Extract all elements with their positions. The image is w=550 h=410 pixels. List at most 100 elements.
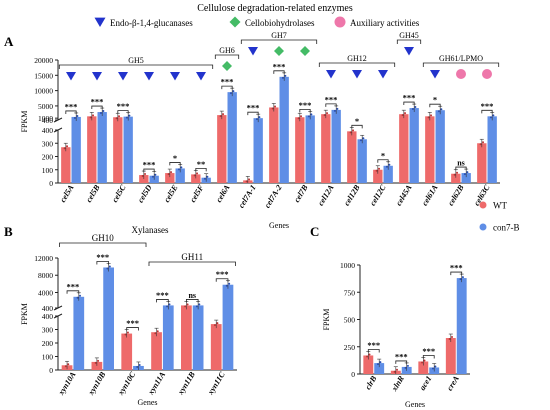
replicate-dot: [196, 172, 199, 175]
significance-label: ***: [403, 93, 416, 103]
group-bracket: [214, 54, 240, 59]
bar-wt-xyn10B: [91, 361, 103, 370]
bar-con7b-cel63C: [487, 116, 497, 183]
y-tick-label: 400: [42, 116, 54, 125]
replicate-dot: [106, 267, 109, 270]
bar-con7b-cel12C: [383, 165, 393, 183]
replicate-dot: [459, 278, 462, 281]
replicate-dot: [377, 363, 379, 366]
legend-marker-triangle-down: [94, 17, 106, 27]
y-tick-label: 400: [42, 304, 54, 313]
bar-wt-cel5A: [61, 147, 71, 183]
bar-wt-cel5E: [165, 173, 175, 183]
replicate-dot: [92, 114, 95, 117]
category-label: cel7B: [292, 183, 310, 204]
replicate-dot: [352, 129, 355, 132]
replicate-dot: [375, 169, 378, 172]
group-label: GH61/LPMO: [439, 54, 483, 63]
significance-label: ***: [91, 97, 104, 107]
replicate-dot: [177, 168, 180, 171]
bar-wt-cel12C: [373, 169, 383, 183]
bar-wt-ace1: [418, 361, 429, 374]
replicate-dot: [456, 171, 459, 174]
replicate-dot: [245, 180, 248, 183]
replicate-dot: [228, 282, 231, 285]
replicate-dot: [466, 171, 469, 174]
y-tick-label: 300: [42, 326, 54, 335]
replicate-dot: [167, 173, 170, 176]
replicate-dot: [448, 338, 451, 341]
gene-marker: [482, 69, 492, 79]
category-label: cel7A-1: [237, 183, 258, 209]
replicate-dot: [144, 173, 147, 176]
bar-wt-cel5F: [191, 174, 201, 183]
replicate-dot: [440, 108, 443, 111]
category-label: creA: [445, 374, 461, 393]
y-tick-label: 5000: [38, 102, 53, 111]
replicate-dot: [349, 131, 352, 134]
gene-marker: [300, 46, 310, 56]
replicate-dot: [125, 116, 128, 119]
bar-wt-cel63C: [477, 143, 487, 183]
significance-bracket: [429, 103, 441, 108]
replicate-dot: [492, 114, 495, 117]
panel-label-a: A: [4, 34, 14, 49]
significance-label: **: [197, 159, 206, 169]
replicate-dot: [168, 303, 171, 306]
replicate-dot: [216, 322, 219, 325]
significance-label: ***: [156, 290, 169, 300]
series-legend-marker: [479, 223, 487, 231]
bar-con7b-creA: [456, 278, 467, 374]
bar-wt-cel7A-2: [269, 107, 279, 183]
significance-label: ***: [96, 252, 109, 262]
significance-label: ***: [65, 101, 78, 111]
replicate-dot: [170, 171, 173, 174]
bar-con7b-cel61A: [435, 110, 445, 183]
group-label: GH5: [128, 56, 144, 65]
bar-wt-cel5C: [113, 117, 123, 183]
replicate-dot: [423, 359, 426, 362]
category-label: cel5B: [84, 183, 102, 204]
y-tick-label: 0: [49, 366, 53, 375]
replicate-dot: [281, 76, 284, 79]
significance-label: ***: [299, 100, 312, 110]
significance-label: ns: [188, 291, 196, 300]
significance-label: ***: [273, 61, 286, 71]
bar-con7b-cel12B: [357, 139, 367, 183]
group-bracket: [396, 39, 422, 44]
replicate-dot: [404, 112, 407, 115]
y-tick-label: 400: [42, 312, 54, 321]
x-axis-label: Genes: [405, 400, 425, 409]
replicate-dot: [489, 116, 492, 119]
replicate-dot: [154, 332, 157, 335]
significance-bracket: [117, 110, 129, 114]
gene-marker: [248, 47, 258, 56]
significance-bracket: [66, 290, 80, 294]
bar-con7b-cel5C: [123, 116, 133, 183]
significance-label: ***: [481, 101, 494, 111]
category-label: cel12B: [342, 183, 362, 208]
gene-marker: [456, 69, 466, 79]
category-label: cel12C: [368, 183, 388, 208]
replicate-dot: [124, 333, 127, 336]
bar-wt-xyn10C: [121, 333, 133, 370]
series-legend-label: WT: [493, 201, 507, 211]
category-label: cel5D: [136, 183, 154, 204]
group-bracket: [422, 62, 500, 67]
significance-bracket: [91, 105, 103, 110]
category-label: cel7A-2: [263, 183, 284, 209]
significance-bracket: [403, 101, 415, 106]
replicate-dot: [427, 116, 430, 119]
category-label: cel45A: [394, 183, 414, 208]
replicate-dot: [248, 178, 251, 181]
category-label: ace1: [418, 374, 434, 392]
bar-con7b-cel6A: [227, 92, 237, 183]
replicate-dot: [156, 330, 159, 333]
significance-label: ***: [117, 101, 130, 111]
gene-marker: [118, 72, 128, 81]
replicate-dot: [434, 365, 437, 368]
replicate-dot: [66, 145, 69, 148]
category-label: clrB: [363, 374, 379, 391]
replicate-dot: [463, 173, 466, 176]
